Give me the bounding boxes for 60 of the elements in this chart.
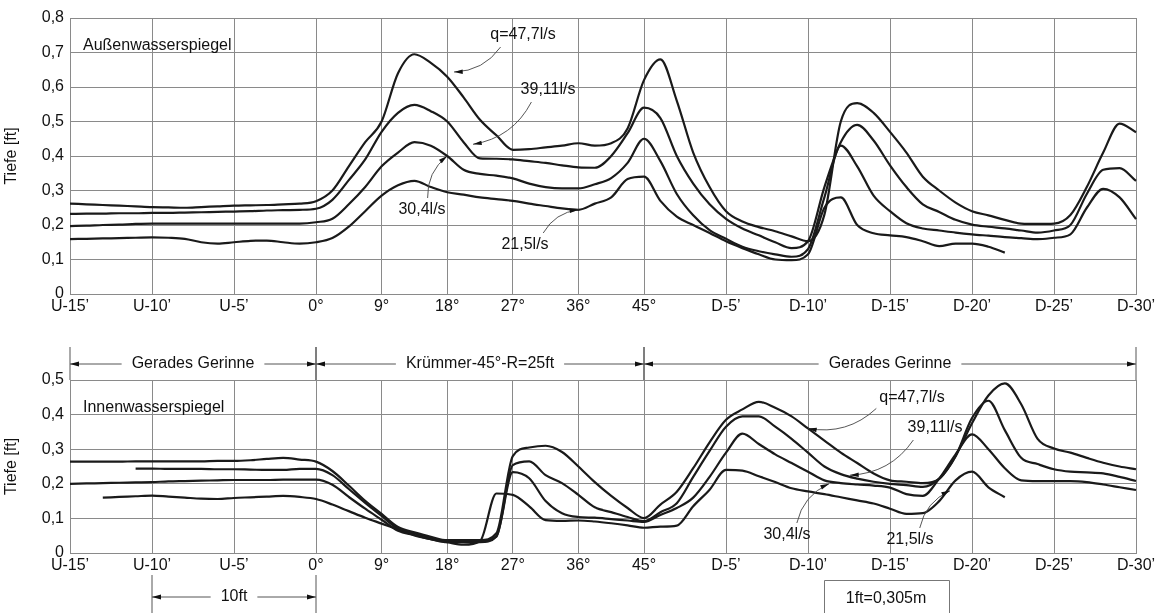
annotation: 30,4l/s bbox=[398, 200, 446, 218]
y-tick-label: 0,3 bbox=[41, 439, 65, 457]
annotation: 39,11l/s bbox=[520, 80, 576, 98]
x-tick-label: U-10’ bbox=[132, 556, 172, 574]
annotation: Außenwasserspiegel bbox=[83, 36, 232, 54]
annotation: Innenwasserspiegel bbox=[83, 398, 225, 416]
x-tick-label: D-5’ bbox=[711, 297, 741, 315]
x-tick-label: 27° bbox=[500, 556, 525, 574]
y-tick-label: 0,5 bbox=[41, 111, 65, 129]
x-tick-label: U-15’ bbox=[50, 556, 90, 574]
x-tick-label: 45° bbox=[631, 297, 657, 315]
x-tick-label: 9° bbox=[373, 556, 390, 574]
x-tick-label: D-15’ bbox=[870, 556, 910, 574]
y-tick-label: 0,1 bbox=[41, 508, 65, 526]
y-tick-label: 0,4 bbox=[41, 146, 65, 164]
x-tick-label: 36° bbox=[566, 556, 591, 574]
x-tick-label: 9° bbox=[373, 297, 390, 315]
y-tick-label: 0,2 bbox=[41, 474, 65, 492]
text: Gerades Gerinne bbox=[131, 354, 255, 372]
x-tick-label: U-10’ bbox=[132, 297, 172, 315]
x-tick-label: D-10’ bbox=[788, 556, 828, 574]
x-tick-label: 27° bbox=[500, 297, 525, 315]
x-tick-label: D-5’ bbox=[711, 556, 741, 574]
text: Gerades Gerinne bbox=[828, 354, 952, 372]
y-tick-label: 0,7 bbox=[41, 42, 65, 60]
x-tick-label: D-25’ bbox=[1034, 556, 1074, 574]
x-tick-label: D-10’ bbox=[788, 297, 828, 315]
x-tick-label: 36° bbox=[566, 297, 591, 315]
text: Krümmer-45°-R=25ft bbox=[405, 354, 555, 372]
x-tick-label: 18° bbox=[435, 556, 460, 574]
x-tick-label: U-5’ bbox=[219, 297, 249, 315]
y-tick-label: 0,1 bbox=[41, 249, 65, 267]
x-tick-label: 0° bbox=[308, 297, 324, 315]
x-tick-label: D-25’ bbox=[1034, 297, 1074, 315]
y-tick-label: 0,6 bbox=[41, 77, 65, 95]
x-tick-label: D-15’ bbox=[870, 297, 910, 315]
annotation: 21,5l/s bbox=[501, 235, 549, 253]
y-tick-label: 0,3 bbox=[41, 180, 65, 198]
annotation: 30,4l/s bbox=[763, 525, 811, 543]
y-axis-title: Tiefe [ft] bbox=[2, 437, 20, 496]
y-axis-title: Tiefe [ft] bbox=[2, 127, 20, 185]
x-tick-label: D-20’ bbox=[952, 297, 992, 315]
text: 1ft=0,305m bbox=[845, 589, 927, 607]
annotation: q=47,7l/s bbox=[490, 25, 556, 43]
x-tick-label: D-30’ bbox=[1116, 297, 1156, 315]
annotation: 39,11l/s bbox=[907, 418, 963, 436]
x-tick-label: 18° bbox=[435, 297, 460, 315]
x-tick-label: D-30’ bbox=[1116, 556, 1156, 574]
text: 10ft bbox=[220, 587, 248, 605]
annotation: 21,5l/s bbox=[886, 530, 934, 548]
x-tick-label: U-5’ bbox=[219, 556, 249, 574]
y-tick-label: 0,4 bbox=[41, 405, 65, 423]
y-tick-label: 0,2 bbox=[41, 215, 65, 233]
x-tick-label: 45° bbox=[631, 556, 657, 574]
x-tick-label: 0° bbox=[308, 556, 324, 574]
y-tick-label: 0,5 bbox=[41, 370, 65, 388]
annotation: q=47,7l/s bbox=[879, 388, 945, 406]
y-tick-label: 0,8 bbox=[41, 8, 65, 26]
x-tick-label: D-20’ bbox=[952, 556, 992, 574]
x-tick-label: U-15’ bbox=[50, 297, 90, 315]
